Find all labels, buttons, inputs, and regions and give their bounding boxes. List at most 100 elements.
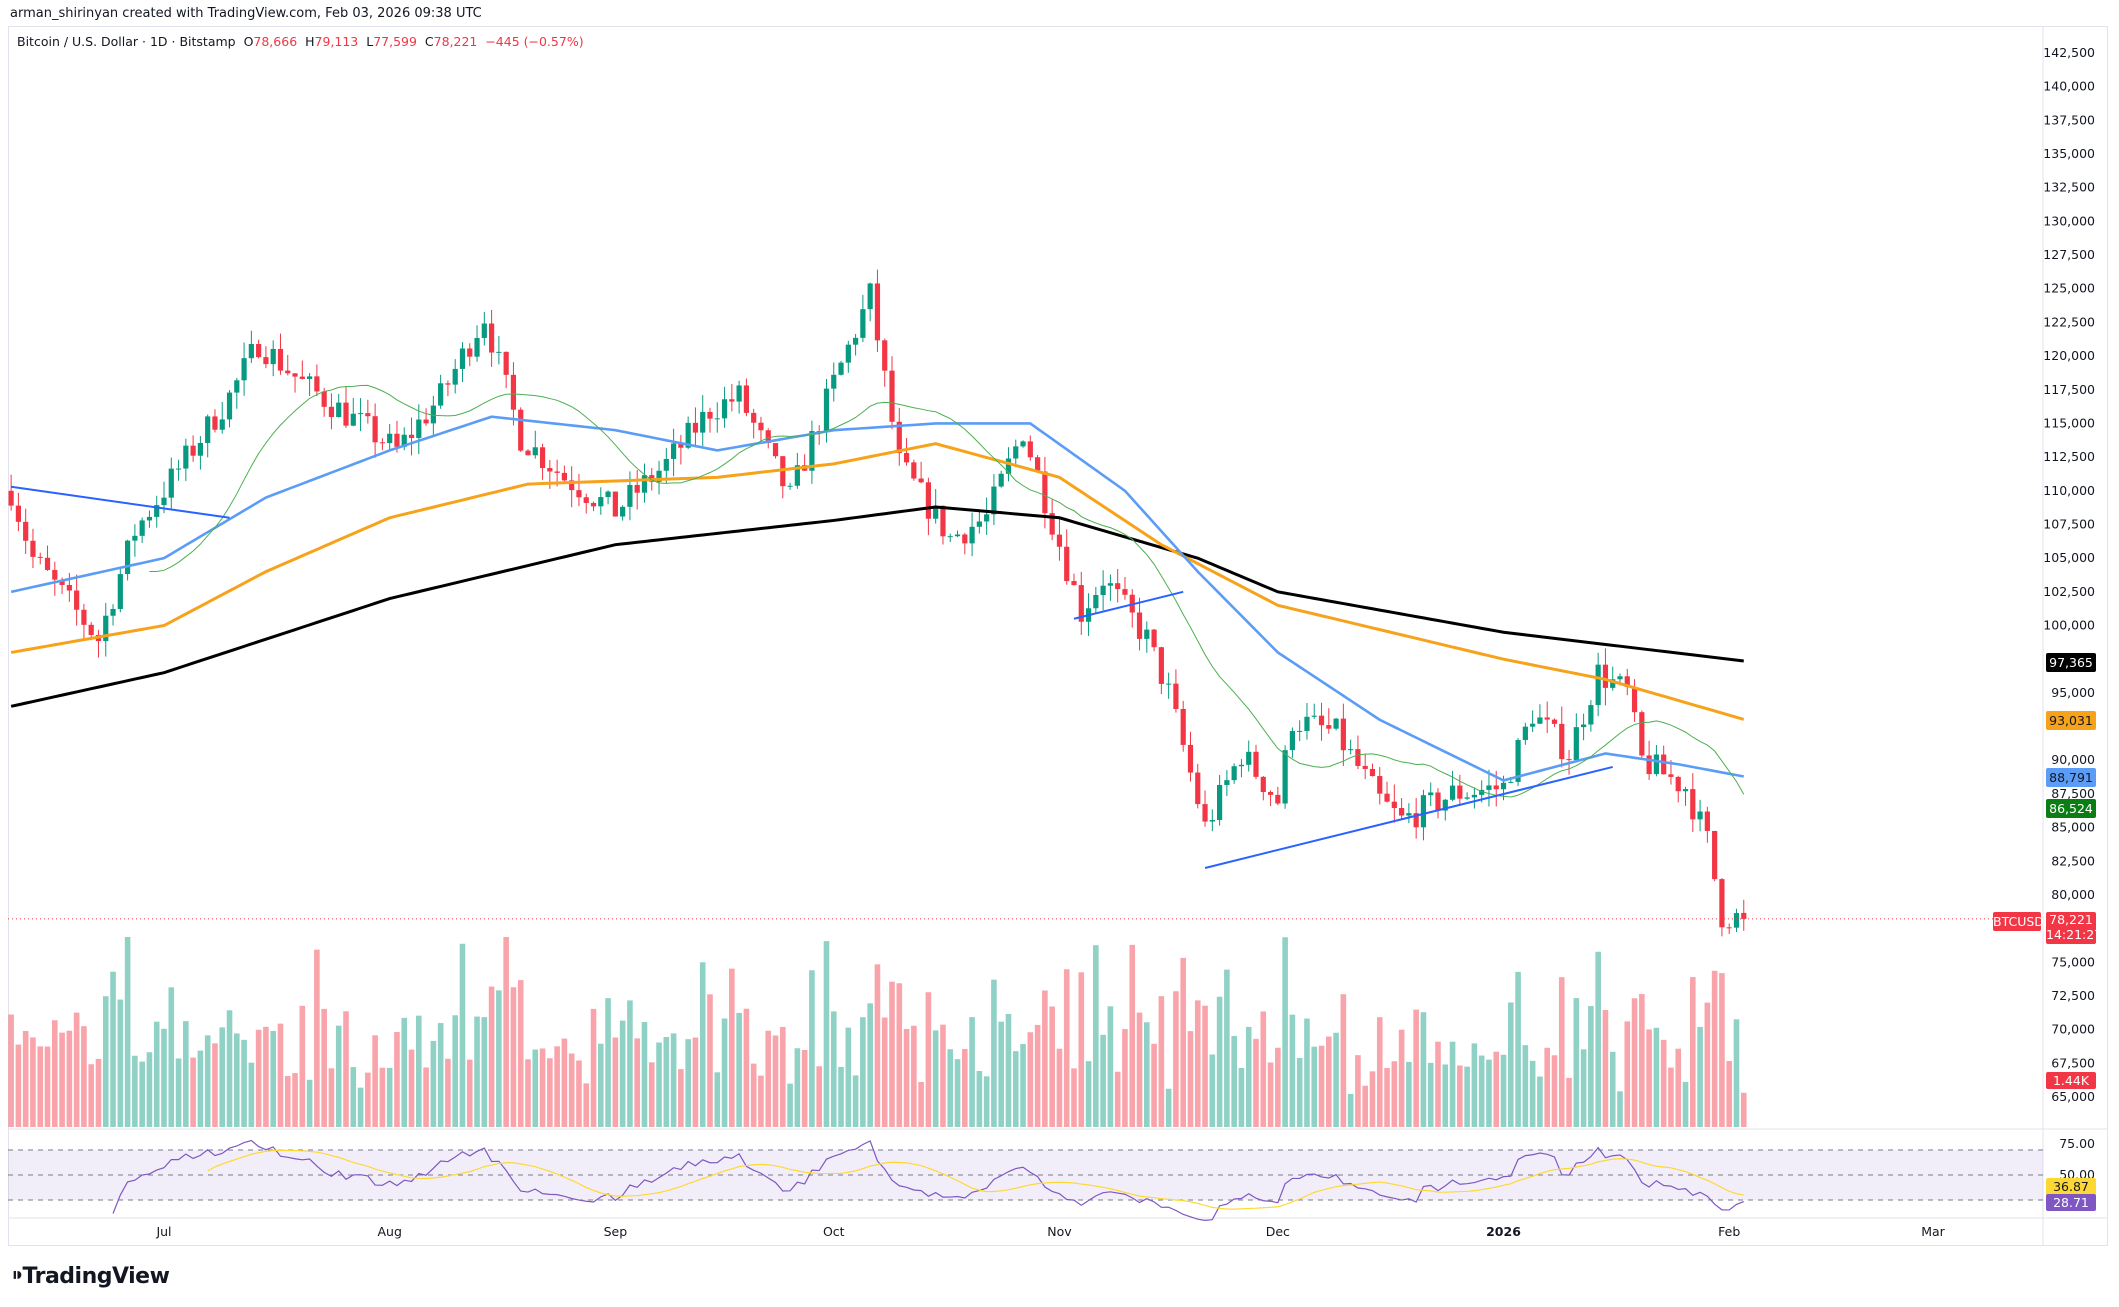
- volume-bar: [183, 1021, 189, 1127]
- volume-bar: [692, 1037, 699, 1127]
- volume-bar: [707, 994, 713, 1127]
- candle-body: [1420, 795, 1427, 828]
- volume-bar: [816, 1066, 822, 1127]
- volume-bar: [37, 1046, 44, 1127]
- symbol-tag: BTCUSD: [1993, 912, 2044, 931]
- volume-bar: [1282, 937, 1288, 1127]
- volume-bar: [517, 980, 524, 1127]
- volume-bar: [1027, 1032, 1034, 1127]
- volume-bar: [678, 1069, 684, 1127]
- price-tick-label: 120,000: [2043, 348, 2095, 363]
- volume-bar: [102, 996, 109, 1127]
- price-tick-label: 100,000: [2043, 618, 2095, 633]
- volume-bar: [248, 1062, 255, 1127]
- candle-body: [190, 445, 196, 456]
- volume-bar: [277, 1023, 284, 1127]
- high-value: 79,113: [314, 34, 359, 49]
- tradingview-logo[interactable]: ⁍​TradingView: [12, 1264, 170, 1289]
- last-price: 78,221: [2049, 912, 2093, 927]
- volume-bar: [787, 1083, 793, 1127]
- price-tick-label: 125,000: [2043, 281, 2095, 296]
- volume-bar: [1413, 1009, 1419, 1127]
- volume-bar: [350, 1067, 357, 1127]
- volume-bar: [532, 1049, 539, 1127]
- volume-bar: [1333, 1032, 1339, 1127]
- price-tick-label: 127,500: [2043, 247, 2095, 262]
- candle-body: [1282, 750, 1288, 804]
- candle-body: [175, 468, 182, 470]
- candle-body: [1668, 774, 1674, 777]
- candle-body: [1253, 751, 1259, 777]
- volume-bar: [976, 1070, 983, 1127]
- volume-bar: [190, 1057, 196, 1127]
- volume-bar: [612, 1037, 619, 1127]
- time-tick-label: Dec: [1266, 1224, 1290, 1239]
- volume-bar: [881, 1017, 888, 1127]
- price-tick-label: 132,500: [2043, 180, 2095, 195]
- volume-bar: [241, 1039, 247, 1127]
- candle-body: [758, 422, 764, 431]
- volume-bar: [1158, 996, 1165, 1127]
- candle-body: [481, 323, 487, 338]
- volume-bar: [234, 1033, 240, 1127]
- candle-body: [430, 405, 436, 424]
- candle-body: [489, 323, 495, 353]
- candle-body: [518, 409, 524, 451]
- volume-bar: [408, 1049, 415, 1127]
- candle-body: [1551, 719, 1558, 724]
- candle-body: [612, 491, 618, 517]
- volume-bar: [153, 1021, 160, 1127]
- volume-bar: [44, 1046, 51, 1127]
- candle-body: [146, 516, 153, 521]
- volume-bar: [1231, 1035, 1237, 1127]
- candle-body: [539, 447, 546, 468]
- candle-body: [954, 534, 961, 537]
- candle-body: [234, 380, 240, 393]
- volume-bar: [95, 1058, 102, 1127]
- volume-bar: [1660, 1039, 1667, 1127]
- candle-body: [372, 416, 378, 443]
- volume-bar: [306, 1079, 313, 1127]
- volume-bar: [22, 1030, 29, 1127]
- candle-body: [343, 402, 349, 426]
- symbol-name[interactable]: Bitcoin / U.S. Dollar · 1D · Bitstamp: [17, 34, 236, 49]
- candle-body: [787, 485, 793, 487]
- candle-body: [605, 491, 611, 498]
- candle-body: [37, 556, 43, 558]
- volume-bar: [583, 1083, 590, 1127]
- volume-bar: [590, 1008, 597, 1127]
- price-tick-label: 130,000: [2043, 213, 2095, 228]
- candle-body: [547, 467, 553, 472]
- volume-bar: [1449, 1041, 1456, 1127]
- candle-body: [510, 374, 517, 410]
- candle-body: [1115, 583, 1121, 590]
- volume-bar: [15, 1044, 22, 1127]
- volume-bar: [1224, 969, 1230, 1127]
- candle-body: [1013, 446, 1019, 459]
- volume-bar: [1529, 1060, 1536, 1127]
- candle-body: [1355, 749, 1361, 766]
- volume-bar: [284, 1075, 291, 1127]
- volume-bar: [1420, 1012, 1427, 1127]
- candle-body: [408, 434, 415, 439]
- volume-bar: [1486, 1059, 1492, 1127]
- candle-body: [794, 465, 800, 486]
- volume-bar: [670, 1033, 677, 1127]
- volume-bar: [496, 990, 502, 1127]
- volume-bar: [204, 1035, 211, 1127]
- candle-body: [1005, 458, 1012, 474]
- volume-bar: [1238, 1068, 1245, 1127]
- volume-bar: [794, 1048, 801, 1127]
- price-tick-label: 72,500: [2051, 988, 2095, 1003]
- volume-bar: [1544, 1047, 1550, 1127]
- volume-bar: [1719, 973, 1725, 1127]
- ma-line-ma100: [10, 442, 1745, 721]
- volume-bar: [1726, 1061, 1732, 1127]
- volume-bar: [1471, 1043, 1478, 1127]
- candle-body: [168, 468, 174, 498]
- volume-bar: [474, 1016, 480, 1127]
- volume-bar: [1406, 1061, 1412, 1127]
- candle-body: [1391, 801, 1397, 808]
- volume-bar: [1187, 1031, 1194, 1127]
